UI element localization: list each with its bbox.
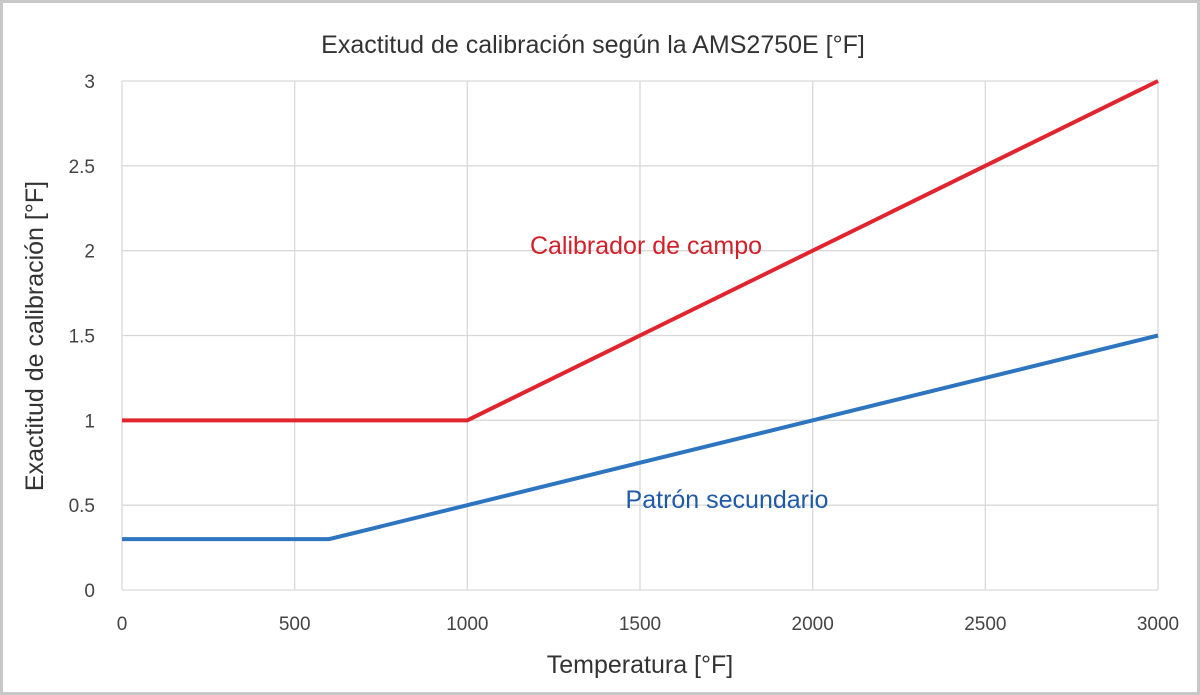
y-tick-label: 2.5	[69, 157, 95, 178]
x-tick-label: 1000	[446, 614, 488, 635]
x-tick-label: 500	[279, 614, 311, 635]
y-tick-label: 1.5	[69, 327, 95, 348]
chart-title: Exactitud de calibración según la AMS275…	[321, 31, 865, 59]
x-tick-label: 2000	[792, 614, 834, 635]
y-tick-label: 1	[84, 411, 95, 432]
x-tick-label: 3000	[1137, 614, 1179, 635]
series-line-calibrador-de-campo	[122, 79, 1159, 423]
chart: 0 0.5 1 1.5 2 2.5 3 0 500 1000 1500 2000 2500 3000 Ex…	[21, 31, 1179, 679]
y-tick-label: 3	[84, 72, 95, 93]
y-tick-label: 2	[84, 242, 95, 263]
series-label-patron: Patrón secundario	[626, 486, 829, 514]
x-tick-label: 2500	[964, 614, 1006, 635]
series-line-patron-secundario	[122, 333, 1159, 542]
y-tick-label: 0.5	[69, 496, 95, 517]
y-axis-label: Exactitud de calibración [°F]	[21, 181, 49, 491]
x-tick-label: 1500	[619, 614, 661, 635]
series-label-calibrador: Calibrador de campo	[530, 232, 762, 260]
x-axis-label: Temperatura [°F]	[547, 651, 733, 679]
x-tick-label: 0	[117, 614, 128, 635]
y-tick-label: 0	[84, 581, 95, 602]
